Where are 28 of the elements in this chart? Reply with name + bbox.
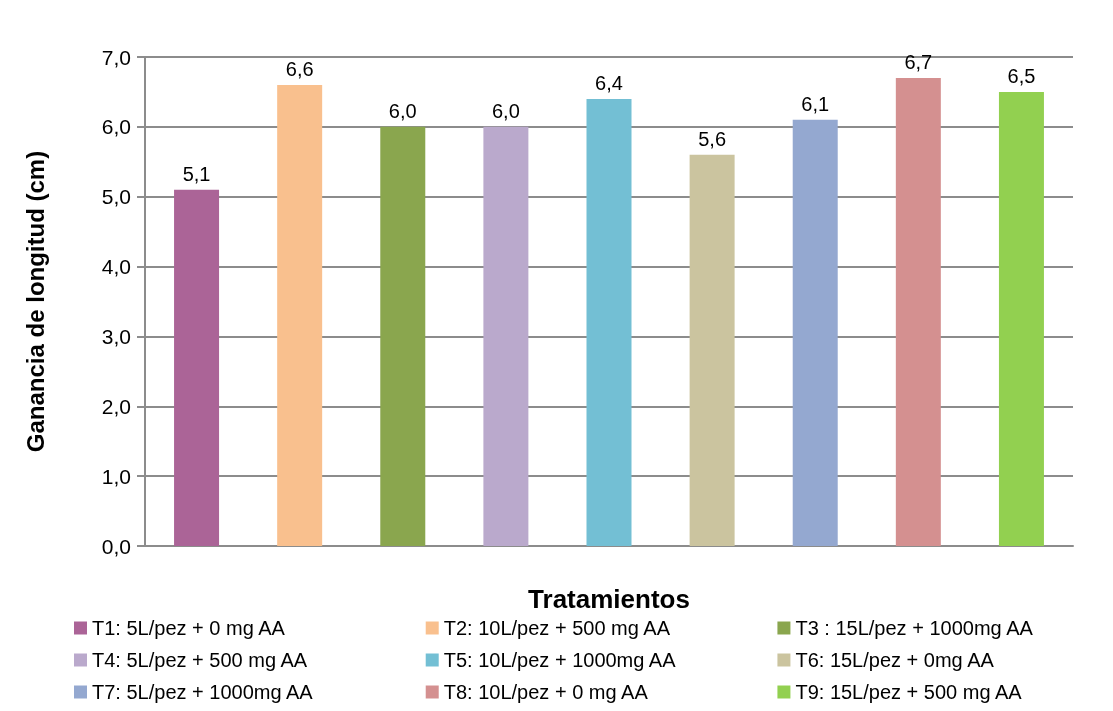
legend-label: T9: 15L/pez + 500 mg AA bbox=[795, 681, 1023, 703]
data-label: 6,0 bbox=[491, 99, 520, 122]
x-axis-title: Tratamientos bbox=[528, 584, 690, 614]
data-label: 6,7 bbox=[904, 50, 933, 73]
legend-label: T3 : 15L/pez + 1000mg AA bbox=[795, 617, 1034, 639]
data-label: 6,4 bbox=[595, 71, 623, 94]
legend-label: T5: 10L/pez + 1000mg AA bbox=[443, 649, 677, 671]
y-axis-title: Ganancia de longitud (cm) bbox=[21, 150, 49, 453]
data-label: 5,6 bbox=[698, 127, 727, 150]
data-label: 6,0 bbox=[388, 99, 417, 122]
legend-label: T6: 15L/pez + 0mg AA bbox=[795, 649, 995, 671]
y-tick-label: 4,0 bbox=[101, 255, 131, 279]
legend-label: T4: 5L/pez + 500 mg AA bbox=[92, 649, 308, 671]
y-tick-label: 2,0 bbox=[101, 394, 131, 418]
y-tick-label: 6,0 bbox=[101, 115, 131, 139]
legend-label: T1: 5L/pez + 0 mg AA bbox=[92, 617, 286, 639]
legend-label: T2: 10L/pez + 500 mg AA bbox=[443, 617, 671, 639]
legend-label: T7: 5L/pez + 1000mg AA bbox=[92, 681, 314, 703]
data-label: 6,6 bbox=[285, 57, 314, 80]
y-tick-label: 1,0 bbox=[101, 464, 131, 488]
data-label: 6,5 bbox=[1007, 64, 1036, 87]
legend-label: T8: 10L/pez + 0 mg AA bbox=[443, 681, 649, 703]
data-label: 6,1 bbox=[801, 92, 830, 115]
data-label: 5,1 bbox=[182, 162, 211, 185]
y-tick-label: 0,0 bbox=[101, 534, 131, 558]
y-tick-label: 5,0 bbox=[101, 185, 131, 209]
y-tick-label: 7,0 bbox=[101, 45, 131, 69]
y-tick-label: 3,0 bbox=[101, 324, 131, 348]
